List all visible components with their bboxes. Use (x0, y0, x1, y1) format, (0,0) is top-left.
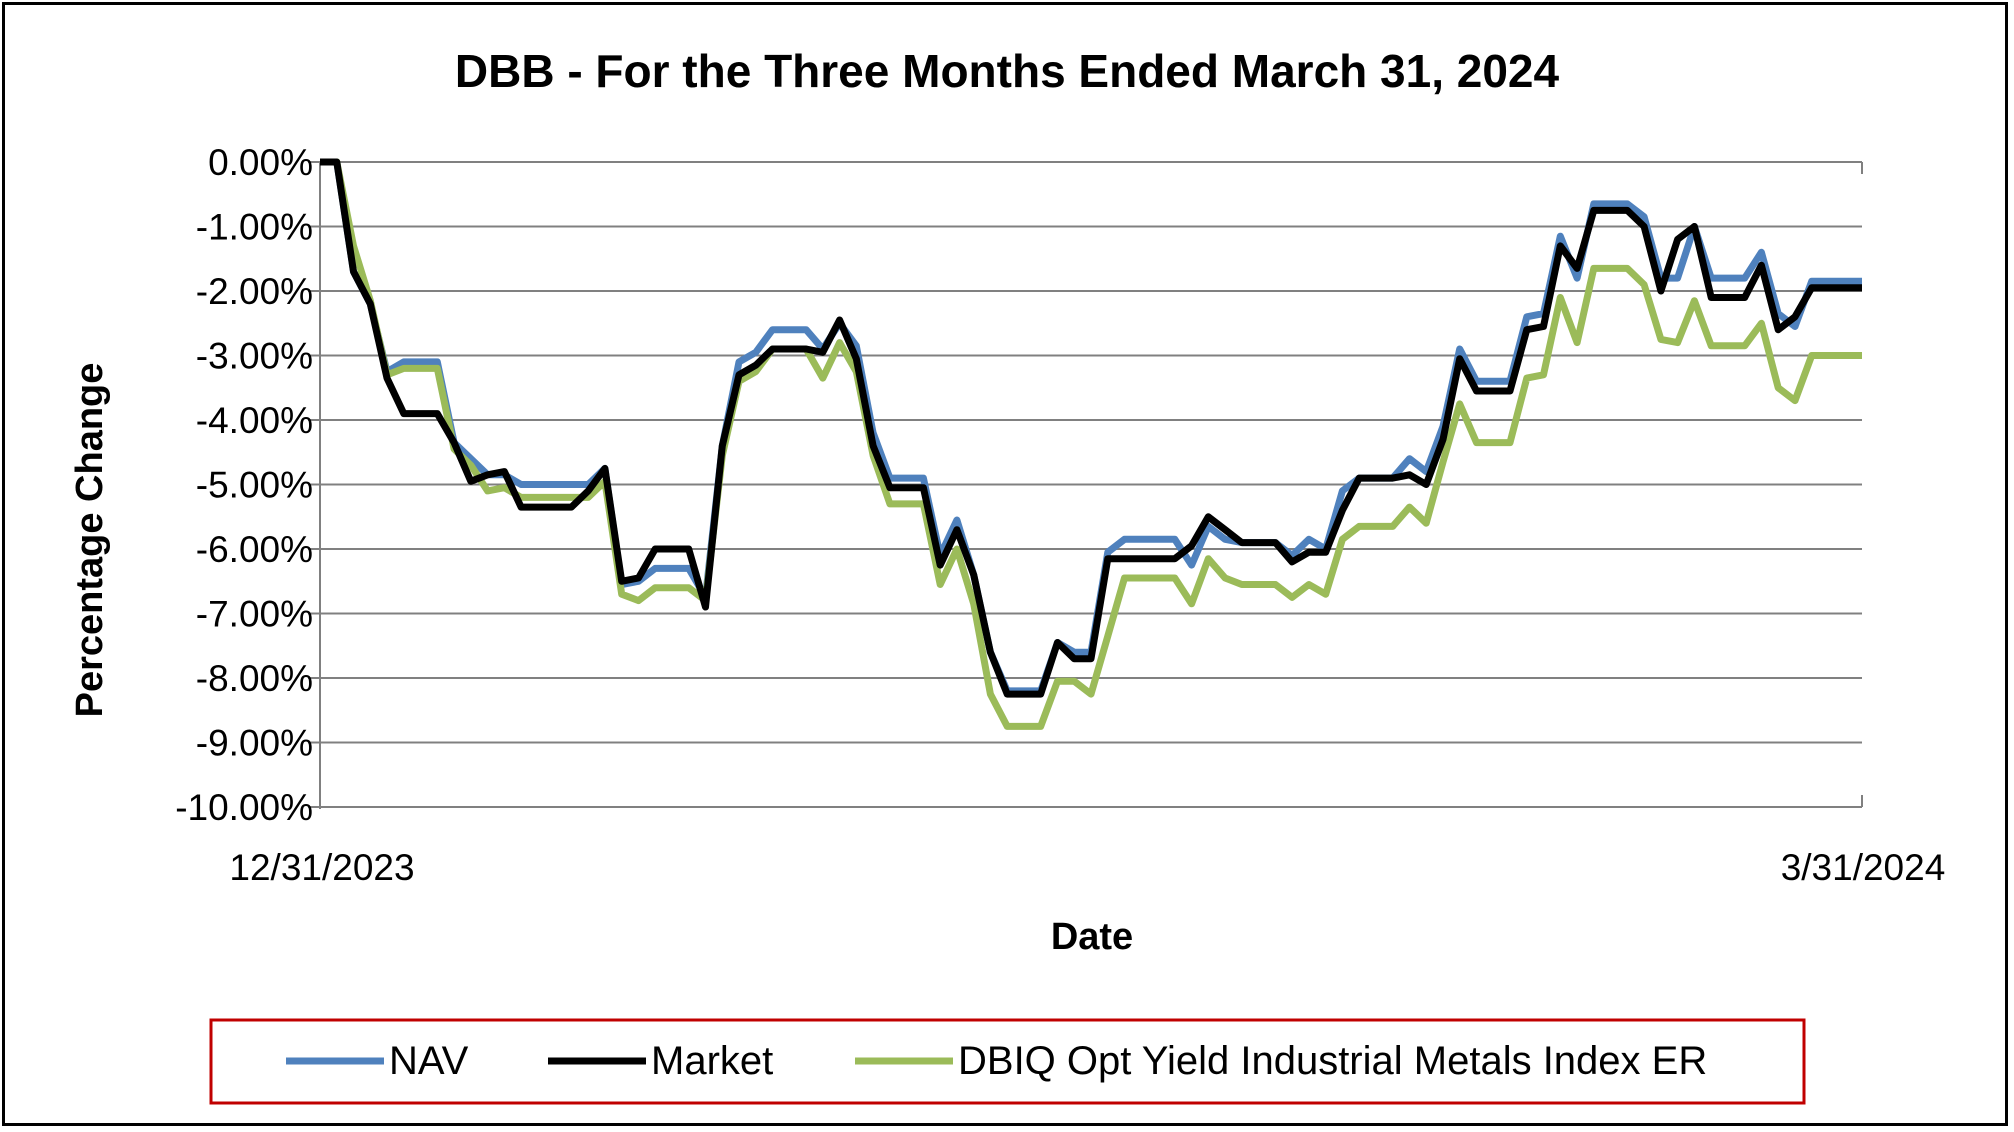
y-tick-label: -8.00% (196, 658, 313, 699)
y-tick-label: -9.00% (196, 723, 313, 764)
y-tick-label: -5.00% (196, 465, 313, 506)
axes (319, 162, 1863, 809)
y-tick-label: -7.00% (196, 594, 313, 635)
legend-label-market: Market (651, 1039, 773, 1083)
legend-label-index: DBIQ Opt Yield Industrial Metals Index E… (958, 1039, 1707, 1083)
gridlines (308, 161, 1862, 808)
y-tick-label: -1.00% (196, 207, 313, 248)
x-axis-label: Date (1051, 916, 1133, 958)
legend-box (209, 1018, 1806, 1105)
nav-line (320, 158, 1862, 695)
chart-title: DBB - For the Three Months Ended March 3… (455, 45, 1560, 97)
y-tick-label: -10.00% (175, 787, 313, 828)
x-tick-end: 3/31/2024 (1781, 847, 1946, 888)
legend-label-nav: NAV (389, 1039, 469, 1083)
y-axis-label: Percentage Change (69, 363, 111, 718)
y-tick-label: -6.00% (196, 529, 313, 570)
y-tick-label: -4.00% (196, 400, 313, 441)
x-tick-start: 12/31/2023 (229, 847, 414, 888)
y-tick-label: -3.00% (196, 336, 313, 377)
market-line (320, 158, 1862, 698)
y-axis-tick-labels: 0.00% -1.00% -2.00% -3.00% -4.00% -5.00% -6.00… (175, 142, 313, 828)
legend: NAV Market DBIQ Opt Yield Industrial Met… (209, 1018, 1806, 1105)
y-tick-label: -2.00% (196, 271, 313, 312)
y-tick-label: 0.00% (208, 142, 313, 183)
series-lines (320, 158, 1862, 730)
